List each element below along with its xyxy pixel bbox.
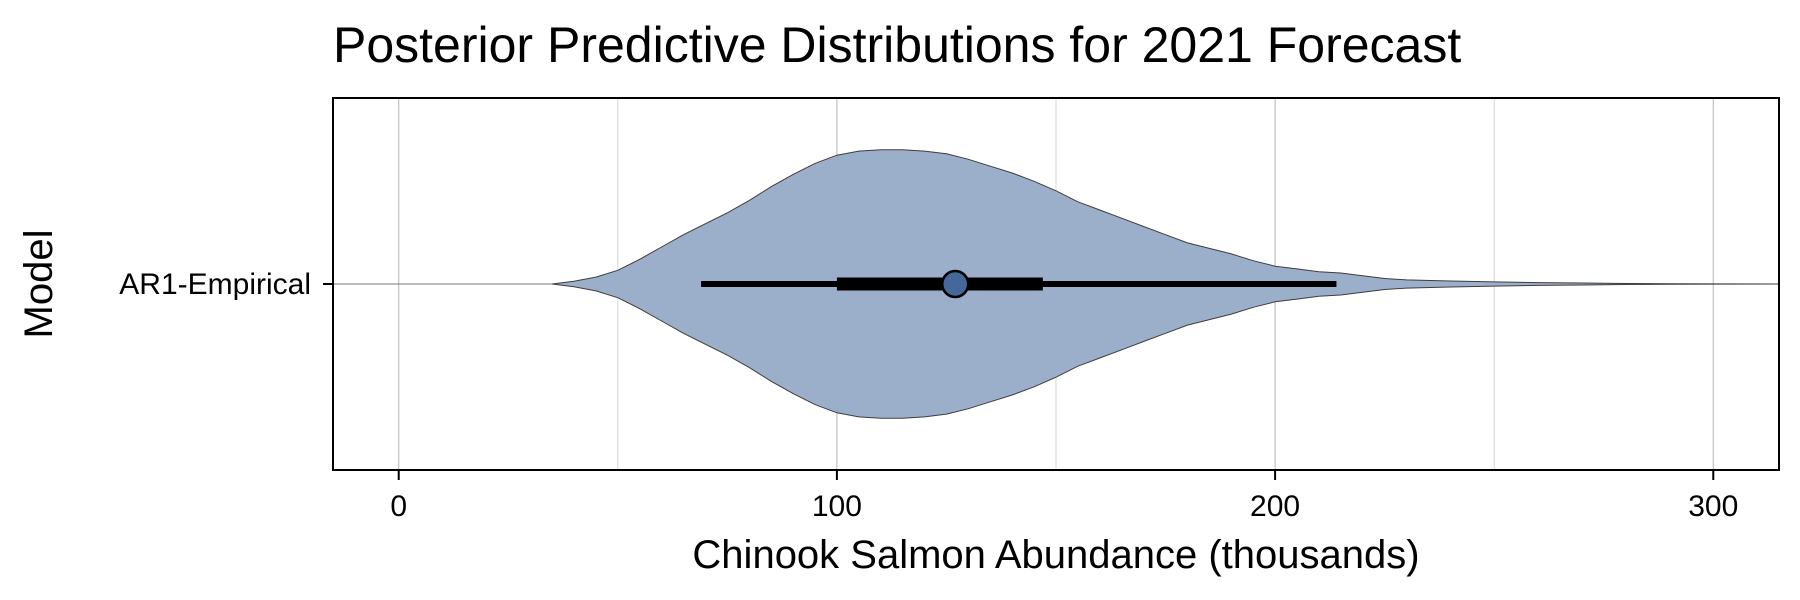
chart-title: Posterior Predictive Distributions for 2… [333, 17, 1461, 73]
y-axis: AR1-Empirical [119, 268, 333, 301]
interval-layer [701, 269, 1337, 299]
x-tick-label-100: 100 [812, 490, 862, 523]
y-axis-title: Model [17, 230, 61, 339]
x-axis-title: Chinook Salmon Abundance (thousands) [692, 533, 1419, 577]
y-tick-label-0: AR1-Empirical [119, 268, 311, 301]
x-axis: 0 100 200 300 [390, 470, 1738, 523]
median-point-0 [940, 269, 970, 299]
x-tick-label-300: 300 [1688, 490, 1738, 523]
x-tick-label-200: 200 [1250, 490, 1300, 523]
x-tick-label-0: 0 [390, 490, 407, 523]
